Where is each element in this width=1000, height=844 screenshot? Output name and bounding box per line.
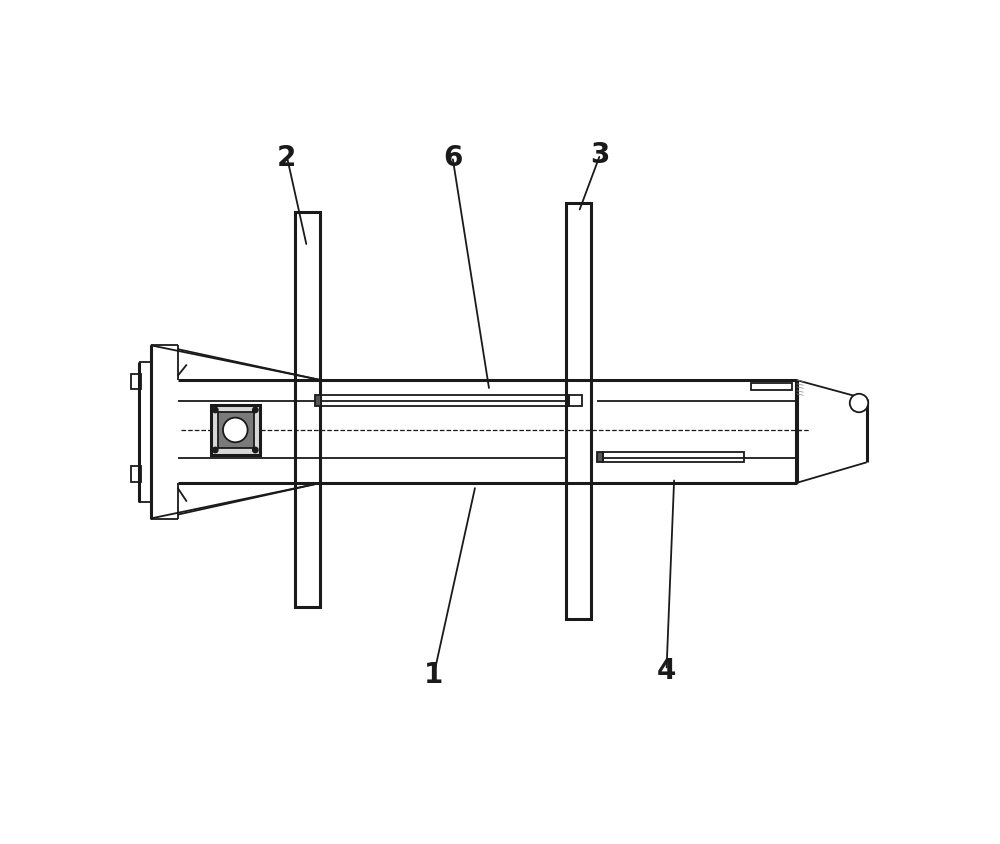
Bar <box>321 396 569 407</box>
Text: 2: 2 <box>277 143 297 171</box>
Bar <box>131 374 141 390</box>
Circle shape <box>213 448 218 453</box>
Bar <box>597 452 603 462</box>
Bar <box>131 467 141 482</box>
Bar <box>295 213 320 608</box>
Text: 3: 3 <box>591 141 610 169</box>
Text: 1: 1 <box>424 660 444 688</box>
Circle shape <box>253 448 258 453</box>
Bar <box>315 396 321 407</box>
Circle shape <box>850 394 868 413</box>
Bar <box>211 406 260 455</box>
Circle shape <box>253 408 258 414</box>
Text: 4: 4 <box>657 657 676 684</box>
Bar <box>603 452 744 462</box>
Bar <box>569 396 582 407</box>
Text: 6: 6 <box>443 143 462 171</box>
Bar <box>218 413 254 449</box>
Circle shape <box>213 408 218 414</box>
Bar <box>751 383 792 391</box>
Circle shape <box>223 418 248 443</box>
Bar <box>566 203 591 619</box>
